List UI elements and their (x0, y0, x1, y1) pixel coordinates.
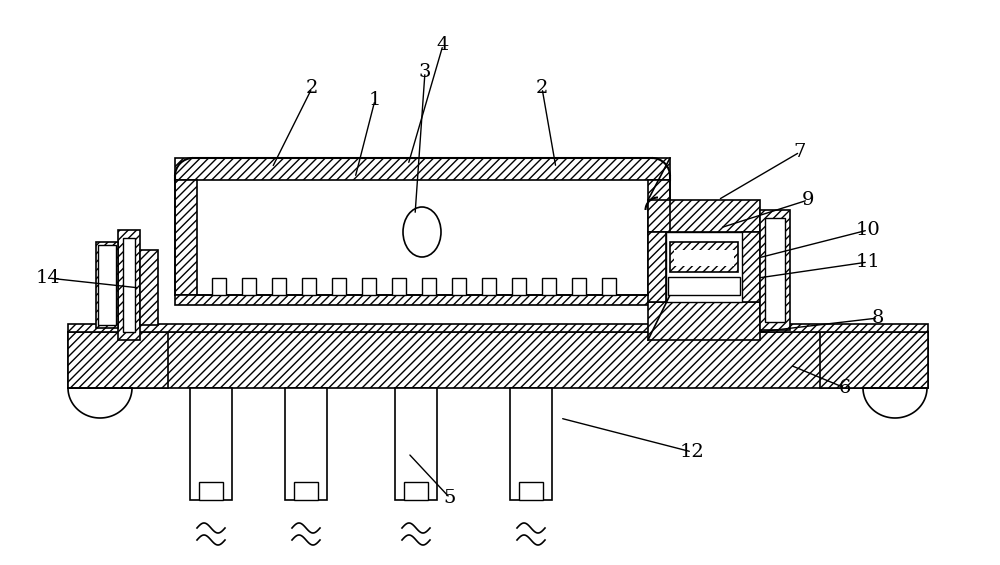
Text: 8: 8 (872, 309, 884, 327)
Bar (542, 278, 556, 295)
Bar (140, 250, 158, 325)
Bar (742, 232, 760, 302)
Bar (175, 295, 670, 305)
Text: 5: 5 (444, 489, 456, 507)
Bar (362, 278, 376, 295)
Bar (572, 278, 586, 295)
Bar (68, 332, 928, 388)
Bar (602, 278, 616, 295)
Bar (302, 278, 316, 295)
Bar (68, 332, 168, 388)
Bar (175, 180, 197, 295)
Bar (285, 388, 327, 500)
Bar (519, 482, 543, 500)
Bar (392, 278, 406, 295)
Bar (510, 388, 552, 500)
Bar (118, 230, 140, 340)
Bar (175, 158, 670, 180)
Text: 1: 1 (369, 91, 381, 109)
Text: 2: 2 (536, 79, 548, 97)
Text: 14: 14 (36, 269, 60, 287)
Bar (212, 278, 226, 295)
Bar (123, 238, 135, 332)
Text: 7: 7 (794, 143, 806, 161)
Bar (674, 250, 734, 266)
Text: 2: 2 (306, 79, 318, 97)
Text: 10: 10 (856, 221, 880, 239)
Bar (648, 232, 666, 302)
Bar (765, 218, 785, 322)
Text: 6: 6 (839, 379, 851, 397)
Bar (648, 200, 760, 232)
Bar (242, 278, 256, 295)
Bar (294, 482, 318, 500)
Bar (452, 278, 466, 295)
Bar (332, 278, 346, 295)
Polygon shape (68, 388, 132, 418)
Bar (199, 482, 223, 500)
Bar (670, 242, 738, 272)
Text: 3: 3 (419, 63, 431, 81)
Ellipse shape (403, 207, 441, 257)
Bar (272, 278, 286, 295)
Bar (820, 332, 928, 388)
Text: 4: 4 (437, 36, 449, 54)
Bar (68, 324, 928, 332)
Bar (648, 180, 670, 295)
Bar (395, 388, 437, 500)
Bar (666, 232, 742, 302)
Text: 12: 12 (680, 443, 704, 461)
Bar (197, 180, 648, 295)
Bar (668, 277, 740, 295)
Bar (512, 278, 526, 295)
Bar (404, 482, 428, 500)
Text: 9: 9 (802, 191, 814, 209)
Bar (648, 302, 760, 340)
Bar (98, 245, 116, 325)
Bar (760, 210, 790, 330)
Bar (482, 278, 496, 295)
Bar (422, 278, 436, 295)
Bar (96, 242, 118, 328)
Text: 11: 11 (856, 253, 880, 271)
Polygon shape (863, 388, 927, 418)
Bar (190, 388, 232, 500)
